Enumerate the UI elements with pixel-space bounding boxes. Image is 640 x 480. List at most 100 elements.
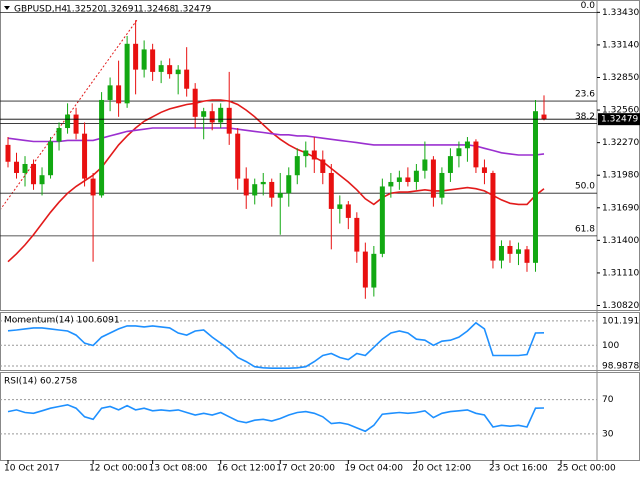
y-tick-label: 1.30820 xyxy=(602,301,639,311)
moving-average xyxy=(7,99,545,263)
candle-body xyxy=(507,245,513,254)
candle-body xyxy=(82,133,88,179)
fib-label: 50.0 xyxy=(575,182,595,192)
last-price-label: 1.32479 xyxy=(601,115,638,125)
indicator-title: RSI(14) 60.2758 xyxy=(4,377,77,387)
candle-body xyxy=(5,144,11,162)
candle-body xyxy=(294,156,300,176)
candle-body xyxy=(124,43,130,104)
last-price-tag xyxy=(598,113,640,126)
candle-body xyxy=(14,161,20,173)
candle-body xyxy=(22,163,28,173)
header-value: 1.32479 xyxy=(174,5,211,15)
menu-arrow[interactable] xyxy=(4,6,10,10)
candle-body xyxy=(490,172,496,261)
x-tick-label: 16 Oct 12:00 xyxy=(217,464,276,474)
candle-body xyxy=(464,141,470,149)
y-tick-label: 1.31690 xyxy=(602,203,639,213)
x-tick-label: 10 Oct 2017 xyxy=(4,464,60,474)
fib-label: 23.6 xyxy=(575,90,595,100)
y-tick-label: 100 xyxy=(602,341,619,351)
indicator-line xyxy=(7,321,545,369)
candle-body xyxy=(192,88,198,117)
candle-body xyxy=(362,251,368,288)
x-tick-label: 17 Oct 20:00 xyxy=(276,464,335,474)
x-tick-label: 13 Oct 08:00 xyxy=(149,464,208,474)
x-tick-label: 23 Oct 16:00 xyxy=(489,464,548,474)
candle-body xyxy=(447,156,453,173)
chart-title: GBPUSD,H4 xyxy=(14,5,67,15)
candle-body xyxy=(286,175,292,194)
candle-body xyxy=(226,107,232,134)
x-tick-label: 12 Oct 00:00 xyxy=(89,464,148,474)
x-tick-label: 20 Oct 12:00 xyxy=(412,464,471,474)
candle-body xyxy=(39,175,45,185)
candle-body xyxy=(320,159,326,173)
candle-body xyxy=(218,107,224,123)
candle-body xyxy=(243,178,249,196)
candle-body xyxy=(235,133,241,179)
y-tick-label: 1.31400 xyxy=(602,236,639,246)
candle-body xyxy=(150,49,156,72)
indicator-title: Momentum(14) 100.6091 xyxy=(4,316,120,326)
candle-body xyxy=(56,128,62,142)
y-tick-label: 1.33430 xyxy=(602,8,639,18)
header-value: 1.32691 xyxy=(102,5,139,15)
candle-body xyxy=(328,172,334,209)
candle-body xyxy=(396,177,402,182)
candle-body xyxy=(99,99,105,196)
y-tick-label: 98.9878 xyxy=(602,361,639,371)
candle-body xyxy=(107,85,113,100)
y-tick-label: 30 xyxy=(602,429,614,439)
y-tick-label: 1.32850 xyxy=(602,73,639,83)
y-tick-label: 1.32270 xyxy=(602,138,639,148)
candle-body xyxy=(48,141,54,176)
candle-body xyxy=(354,217,360,252)
candle-body xyxy=(481,167,487,173)
header-value: 1.32468 xyxy=(138,5,175,15)
candle-body xyxy=(158,65,164,72)
candle-body xyxy=(303,150,309,157)
candle-body xyxy=(252,184,258,196)
candle-body xyxy=(269,181,275,198)
candle-body xyxy=(439,172,445,198)
candle-body xyxy=(175,69,181,75)
candle-body xyxy=(532,111,538,263)
candle-body xyxy=(345,204,351,218)
candle-body xyxy=(413,170,419,182)
candle-body xyxy=(31,163,37,185)
fib-label: 38.2 xyxy=(575,112,595,122)
fib-label: 61.8 xyxy=(575,224,595,234)
fib-label: 0.0 xyxy=(581,1,596,11)
candle-body xyxy=(73,114,79,134)
candle-body xyxy=(371,253,377,288)
candle-body xyxy=(133,43,139,70)
candle-body xyxy=(184,69,190,89)
candle-body xyxy=(430,159,436,198)
candle-body xyxy=(524,249,530,263)
header-value: 1.32520 xyxy=(66,5,103,15)
candle-body xyxy=(337,204,343,209)
candle-body xyxy=(167,65,173,75)
candle-body xyxy=(388,181,394,187)
candle-body xyxy=(473,141,479,168)
candle-body xyxy=(277,193,283,198)
candle-body xyxy=(498,245,504,261)
candle-body xyxy=(116,85,122,104)
candle-body xyxy=(422,159,428,171)
candle-body xyxy=(541,114,547,120)
y-tick-label: 1.32560 xyxy=(602,106,639,116)
candle-body xyxy=(456,148,462,157)
candle-body xyxy=(141,49,147,70)
candle-body xyxy=(65,114,71,129)
candle-body xyxy=(90,178,96,196)
candle-body xyxy=(515,249,521,254)
candle-body xyxy=(311,150,317,160)
candle-body xyxy=(209,111,215,123)
candle-body xyxy=(405,177,411,182)
candle-body xyxy=(201,111,207,117)
x-tick-label: 19 Oct 04:00 xyxy=(344,464,403,474)
y-tick-label: 1.31980 xyxy=(602,171,639,181)
candle-body xyxy=(260,181,266,185)
